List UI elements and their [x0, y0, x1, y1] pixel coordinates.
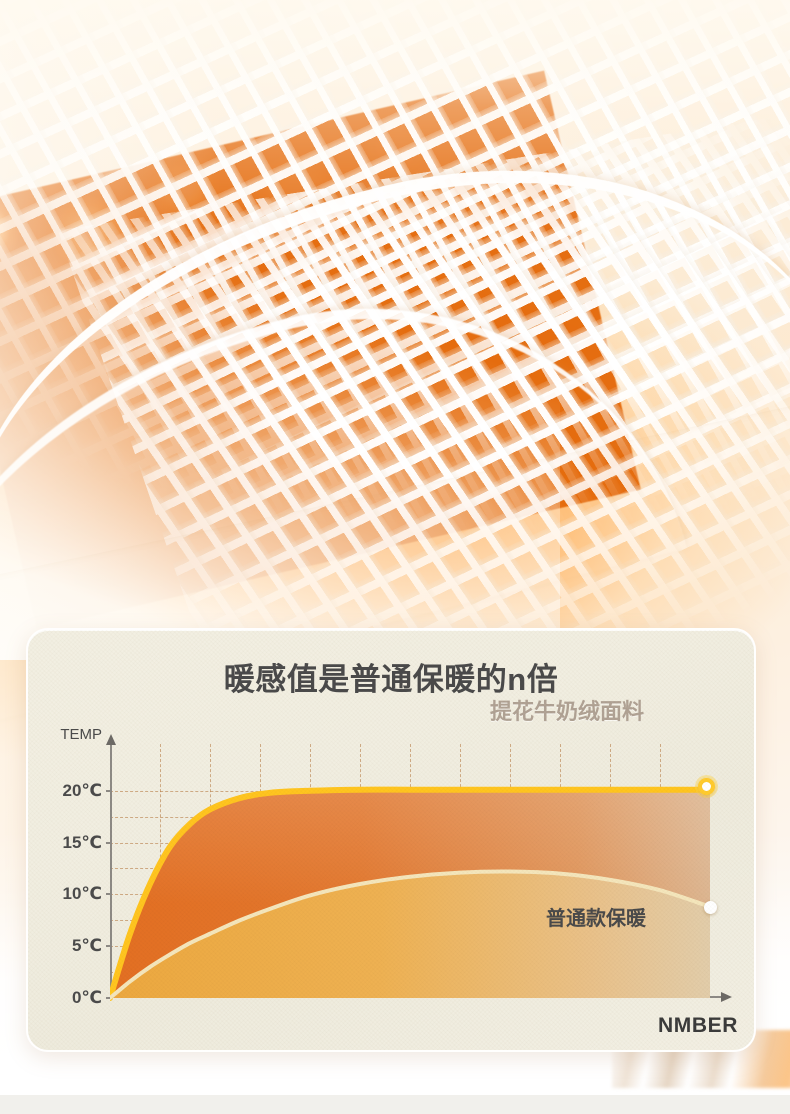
- y-axis-tick-label: 15℃: [62, 832, 103, 852]
- y-axis-tick-mark: [106, 789, 111, 792]
- y-axis: [110, 744, 112, 1000]
- chart-title: 暖感值是普通保暖的n倍: [223, 662, 559, 697]
- premium-series-endpoint-marker[interactable]: [698, 777, 715, 795]
- y-axis-tick-mark: [106, 841, 111, 844]
- x-axis-label: NMBER: [658, 1014, 738, 1037]
- x-axis-arrow-icon: [721, 992, 732, 1002]
- y-axis-tick-mark: [106, 997, 111, 999]
- y-axis-tick-label: 5℃: [71, 936, 102, 956]
- series-regular-group: [110, 869, 710, 1000]
- y-axis-tick-label: 20℃: [62, 780, 103, 800]
- chart-series-svg: [110, 786, 710, 1001]
- footer-strip: [0, 1095, 790, 1114]
- regular-series-label: 普通款保暖: [546, 908, 646, 930]
- chart-card: 暖感值是普通保暖的n倍 TEMP NMBER 0℃ 5℃ 10℃ 15℃ 20℃: [26, 628, 756, 1052]
- y-axis-tick-label: 10℃: [62, 884, 103, 904]
- y-axis-arrow-icon: [106, 734, 116, 745]
- chart-plot-area: TEMP NMBER 0℃ 5℃ 10℃ 15℃ 20℃: [60, 699, 737, 1037]
- y-axis-label: TEMP: [60, 726, 102, 743]
- regular-series-endpoint-marker[interactable]: [704, 900, 717, 914]
- premium-series-label: 提花牛奶绒面料: [490, 699, 645, 724]
- y-axis-tick-mark: [106, 945, 111, 948]
- y-axis-tick-label: 0℃: [71, 988, 102, 1007]
- y-axis-tick-mark: [106, 893, 111, 896]
